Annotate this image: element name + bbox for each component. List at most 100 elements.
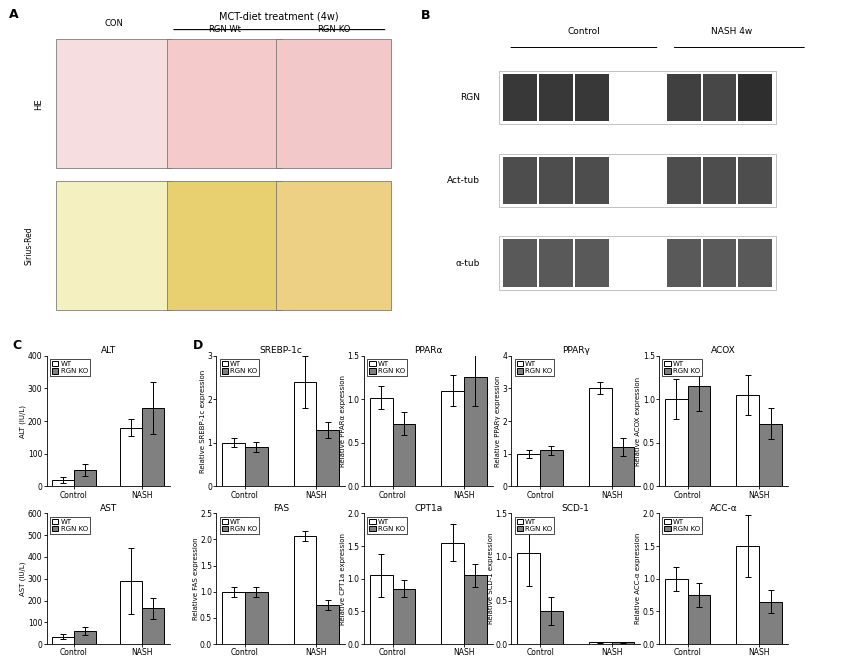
Bar [503,74,537,121]
Bar [53,637,74,644]
Bar [702,157,736,204]
Bar [589,389,611,486]
Bar [575,74,609,121]
Legend: WT, RGN KO: WT, RGN KO [662,359,702,376]
Bar [56,181,171,310]
Bar [393,423,416,486]
Bar [441,391,464,486]
Legend: WT, RGN KO: WT, RGN KO [662,517,702,534]
Bar [56,39,171,168]
Text: HE: HE [34,98,43,109]
Legend: WT, RGN KO: WT, RGN KO [515,359,555,376]
Text: A: A [9,7,19,21]
Bar [245,447,268,486]
Y-axis label: Relative PPARγ expression: Relative PPARγ expression [495,375,501,467]
Bar [370,576,393,644]
Title: ACC-α: ACC-α [710,503,737,513]
Bar [74,470,96,486]
Bar [688,386,711,486]
Bar [316,605,339,644]
Text: NASH 4w: NASH 4w [711,27,752,36]
Bar [167,181,282,310]
Bar [611,447,634,486]
Bar [276,181,392,310]
Bar [441,543,464,644]
Y-axis label: AST (IU/L): AST (IU/L) [20,562,26,596]
Title: FAS: FAS [272,503,289,513]
Bar [503,240,537,287]
Bar [222,592,245,644]
Bar [222,443,245,486]
Title: PPARα: PPARα [414,346,443,355]
Bar [370,397,393,486]
Bar [665,578,688,644]
Bar [739,74,773,121]
Bar [575,157,609,204]
Bar [499,236,776,290]
Bar [517,553,540,644]
Text: RGN-KO: RGN-KO [317,25,350,34]
Text: Act-tub: Act-tub [447,176,480,185]
Bar [53,480,74,486]
Y-axis label: Relative SREBP-1c expression: Relative SREBP-1c expression [200,370,206,472]
Text: Control: Control [567,27,600,36]
Y-axis label: Relative CPT1a expression: Relative CPT1a expression [340,533,346,625]
Title: CPT1a: CPT1a [414,503,443,513]
Bar [667,240,700,287]
Bar [702,74,736,121]
Bar [688,595,711,644]
Bar [759,423,782,486]
Bar [539,240,573,287]
Bar [517,454,540,486]
Bar [575,240,609,287]
Bar [293,382,316,486]
Title: ALT: ALT [101,346,115,355]
Legend: WT, RGN KO: WT, RGN KO [220,359,259,376]
Text: α-tub: α-tub [456,258,480,268]
Bar [540,611,563,644]
Legend: WT, RGN KO: WT, RGN KO [220,517,259,534]
Bar [142,408,164,486]
Bar [759,602,782,644]
Y-axis label: Relative ACC-α expression: Relative ACC-α expression [635,533,641,625]
Bar [589,642,611,644]
Bar [539,157,573,204]
Legend: WT, RGN KO: WT, RGN KO [50,517,90,534]
Legend: WT, RGN KO: WT, RGN KO [515,517,555,534]
Legend: WT, RGN KO: WT, RGN KO [367,517,407,534]
Bar [316,430,339,486]
Bar [667,74,700,121]
Bar [499,71,776,124]
Bar [736,395,759,486]
Bar [702,240,736,287]
Bar [667,157,700,204]
Bar [739,240,773,287]
Bar [167,39,282,168]
Bar [293,536,316,644]
Bar [539,74,573,121]
Bar [739,157,773,204]
Y-axis label: ALT (IU/L): ALT (IU/L) [20,405,26,437]
Bar [499,154,776,207]
Bar [665,399,688,486]
Title: SCD-1: SCD-1 [562,503,589,513]
Bar [503,157,537,204]
Text: C: C [13,339,22,352]
Text: CON: CON [104,19,123,28]
Text: RGN: RGN [460,93,480,102]
Y-axis label: Relative ACOX expression: Relative ACOX expression [635,376,641,466]
Bar [464,576,487,644]
Y-axis label: Relative FAS expression: Relative FAS expression [192,537,198,620]
Title: PPARγ: PPARγ [562,346,589,355]
Bar [393,588,416,644]
Legend: WT, RGN KO: WT, RGN KO [50,359,90,376]
Title: ACOX: ACOX [711,346,736,355]
Bar [611,642,634,644]
Y-axis label: Relative SCD-1 expression: Relative SCD-1 expression [488,533,494,625]
Legend: WT, RGN KO: WT, RGN KO [367,359,407,376]
Text: B: B [421,9,430,22]
Title: AST: AST [99,503,117,513]
Title: SREBP-1c: SREBP-1c [259,346,302,355]
Bar [74,631,96,644]
Bar [120,581,142,644]
